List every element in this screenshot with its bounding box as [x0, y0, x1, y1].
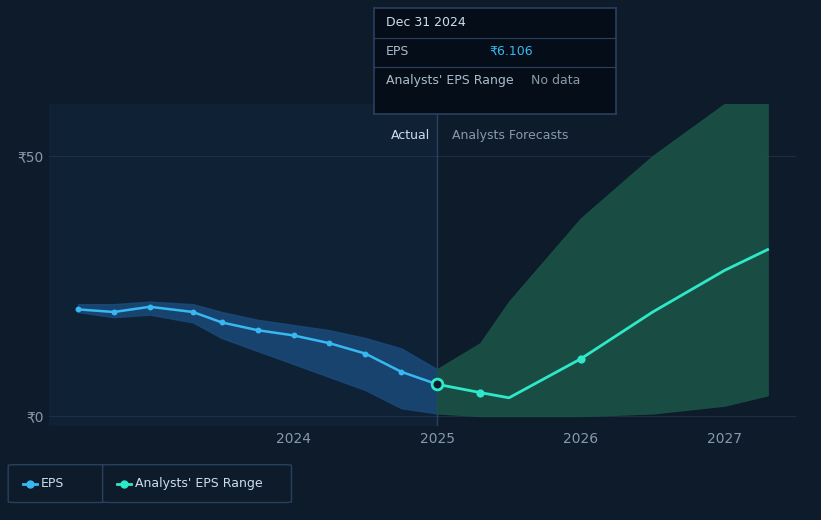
Bar [49, 104, 438, 426]
Point [108, 308, 121, 316]
Text: EPS: EPS [41, 477, 64, 490]
Text: No data: No data [531, 74, 580, 87]
Text: Analysts' EPS Range: Analysts' EPS Range [386, 74, 513, 87]
Text: Dec 31 2024: Dec 31 2024 [386, 16, 466, 29]
Text: ₹6.106: ₹6.106 [490, 45, 534, 58]
Point [144, 303, 157, 311]
Text: Actual: Actual [391, 129, 430, 142]
FancyBboxPatch shape [103, 465, 291, 502]
Point [430, 380, 443, 388]
Text: Analysts' EPS Range: Analysts' EPS Range [135, 477, 263, 490]
Point [323, 339, 336, 347]
Point [474, 388, 487, 397]
Point [359, 349, 372, 358]
Point [71, 305, 85, 314]
Point [395, 368, 408, 376]
Text: EPS: EPS [386, 45, 409, 58]
Point [430, 380, 443, 388]
Point [251, 326, 264, 334]
Point [287, 331, 300, 340]
FancyBboxPatch shape [8, 465, 107, 502]
Point [186, 308, 200, 316]
Point [215, 318, 228, 327]
Point [672, 149, 686, 157]
Text: Analysts Forecasts: Analysts Forecasts [452, 129, 568, 142]
Point [574, 355, 587, 363]
